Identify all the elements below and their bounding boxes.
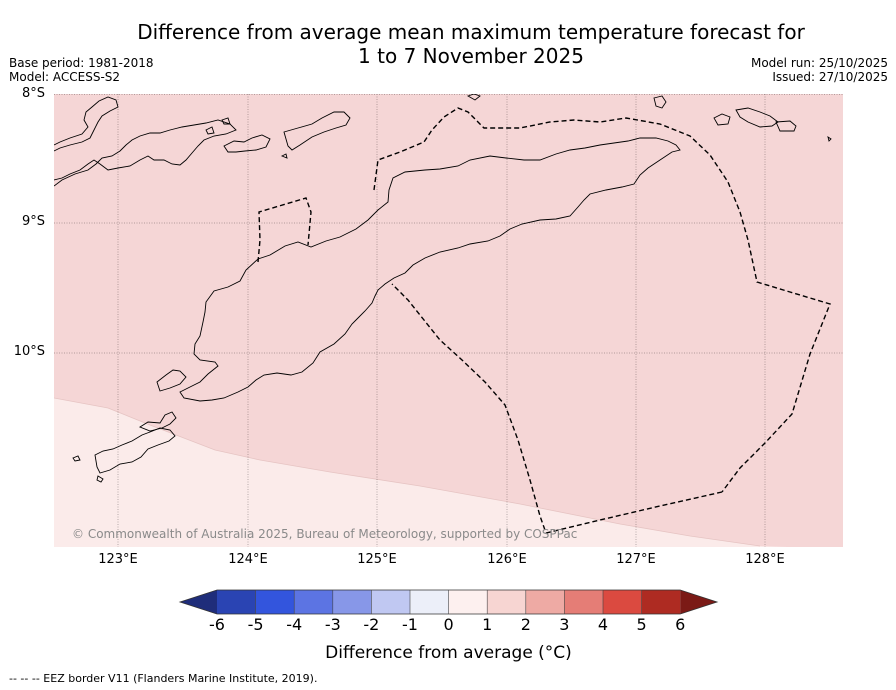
- colorbar-tick: 0: [443, 615, 454, 634]
- coast-islet-d: [466, 94, 481, 101]
- colorbar-tick: 5: [636, 615, 647, 634]
- colorbar-extend-low: [180, 590, 217, 614]
- coast-islet-a: [221, 117, 231, 125]
- colorbar-seg-1: [217, 590, 256, 614]
- lon-label-126e: 126°E: [487, 552, 527, 567]
- colorbar-tick: -6: [209, 615, 225, 634]
- lon-label-128e: 128°E: [745, 552, 785, 567]
- colorbar-tick: 4: [597, 615, 609, 634]
- eez-note: -- -- -- EEZ border V11 (Flanders Marine…: [9, 672, 318, 685]
- coast-islet-e: [827, 135, 832, 142]
- colorbar-seg-4: [332, 590, 372, 614]
- colorbar-seg-8: [487, 590, 526, 614]
- lon-label-125e: 125°E: [357, 552, 397, 567]
- eez-border-timor-south: [391, 283, 723, 534]
- coast-leti: [713, 113, 731, 126]
- colorbar-tick: 2: [520, 615, 531, 634]
- lat-label-10s: 10°S: [13, 344, 45, 359]
- colorbar: [178, 589, 719, 615]
- lon-label-124e: 124°E: [228, 552, 268, 567]
- title-line-2: 1 to 7 November 2025: [358, 44, 584, 68]
- figure-title: Difference from average mean maximum tem…: [120, 20, 822, 68]
- lon-label-127e: 127°E: [616, 552, 656, 567]
- coastlines: [54, 94, 832, 483]
- title-line-1: Difference from average mean maximum tem…: [137, 20, 805, 44]
- colorbar-tick: 1: [482, 615, 493, 634]
- coast-timor: [179, 137, 681, 402]
- coast-flores-lower: [54, 119, 237, 187]
- coast-islet-c: [280, 153, 288, 159]
- colorbar-seg-5: [371, 590, 410, 614]
- coast-flores-east: [54, 96, 119, 152]
- base-period: Base period: 1981-2018: [9, 56, 154, 70]
- region-anomaly-0-to-1: [54, 398, 843, 547]
- colorbar-seg-6: [410, 590, 449, 614]
- graticule: [54, 94, 843, 547]
- colorbar-seg-2: [255, 590, 295, 614]
- colorbar-seg-11: [603, 590, 642, 614]
- colorbar-tick: -3: [324, 615, 341, 634]
- coast-rote-tip: [96, 475, 104, 483]
- coast-rote: [72, 455, 81, 462]
- colorbar-seg-9: [525, 590, 565, 614]
- coast-alor: [283, 111, 351, 151]
- colorbar-title: Difference from average (°C): [325, 643, 572, 663]
- colorbar-tick: -4: [286, 615, 303, 634]
- colorbar-seg-10: [564, 590, 603, 614]
- coast-semau: [139, 411, 177, 432]
- meta-right: Model run: 25/10/2025 Issued: 27/10/2025: [751, 56, 888, 84]
- coast-pantar: [223, 134, 271, 153]
- model-run: Model run: 25/10/2025: [750, 56, 888, 70]
- lat-label-8s: 8°S: [21, 86, 45, 101]
- coast-rote-main: [94, 427, 176, 474]
- meta-left: Base period: 1981-2018 Model: ACCESS-S2: [9, 56, 154, 84]
- colorbar-seg-7: [448, 590, 488, 614]
- eez-border-oecusse: [257, 197, 312, 263]
- model-name: Model: ACCESS-S2: [9, 70, 121, 84]
- colorbar-tick: 6: [675, 615, 686, 634]
- colorbar-extend-high: [680, 590, 717, 614]
- copyright-note: © Commonwealth of Australia 2025, Bureau…: [72, 527, 577, 541]
- coast-small-island: [156, 369, 187, 392]
- coast-kisar: [653, 95, 667, 109]
- coast-islet-b: [205, 126, 215, 135]
- coast-moa: [735, 107, 779, 128]
- eez-borders: [257, 107, 831, 534]
- lat-label-9s: 9°S: [21, 214, 45, 229]
- coast-lakor: [775, 120, 797, 132]
- colorbar-tick: -5: [247, 615, 264, 634]
- colorbar-seg-3: [294, 590, 333, 614]
- region-boundary: [54, 397, 761, 547]
- colorbar-tick: -1: [402, 615, 418, 634]
- lon-label-123e: 123°E: [98, 552, 138, 567]
- colorbar-tick: -2: [363, 615, 380, 634]
- eez-border-timor-north: [373, 107, 831, 493]
- colorbar-tick: 3: [559, 615, 570, 634]
- colorbar-seg-12: [641, 590, 681, 614]
- issued-date: Issued: 27/10/2025: [772, 70, 888, 84]
